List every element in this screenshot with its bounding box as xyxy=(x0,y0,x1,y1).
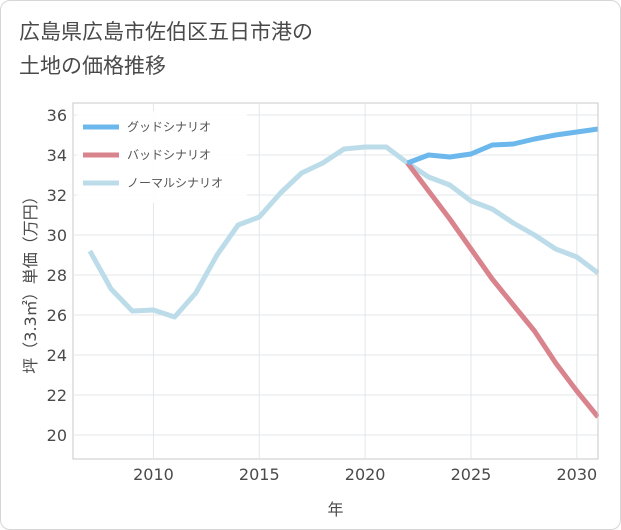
x-tick-label: 2030 xyxy=(556,465,597,484)
y-tick-label: 30 xyxy=(47,226,67,245)
y-tick-label: 24 xyxy=(47,346,67,365)
legend-label[interactable]: ノーマルシナリオ xyxy=(127,176,223,190)
x-tick-label: 2010 xyxy=(133,465,174,484)
series-line-1 xyxy=(406,126,599,166)
legend-label[interactable]: グッドシナリオ xyxy=(127,120,211,134)
y-tick-label: 20 xyxy=(47,426,67,445)
y-tick-label: 34 xyxy=(47,146,67,165)
x-tick-label: 2025 xyxy=(451,465,492,484)
chart-title: 広島県広島市佐伯区五日市港の 土地の価格推移 xyxy=(19,15,439,83)
chart-title-line1: 広島県広島市佐伯区五日市港の xyxy=(19,20,313,44)
y-tick-label: 32 xyxy=(47,186,67,205)
x-tick-label: 2020 xyxy=(345,465,386,484)
plot-right-mask xyxy=(599,103,619,459)
x-tick-label: 2015 xyxy=(239,465,280,484)
series-line-3 xyxy=(87,144,600,320)
legend-label[interactable]: バッドシナリオ xyxy=(127,148,211,162)
y-tick-label: 26 xyxy=(47,306,67,325)
y-tick-label: 36 xyxy=(47,106,67,125)
series-line-2 xyxy=(405,161,600,419)
y-axis-title: 坪（3.3㎡）単価（万円） xyxy=(21,188,40,373)
x-axis-title: 年 xyxy=(327,500,343,519)
y-tick-label: 22 xyxy=(47,386,67,405)
chart-title-line2: 土地の価格推移 xyxy=(19,54,166,78)
y-tick-label: 28 xyxy=(47,266,67,285)
